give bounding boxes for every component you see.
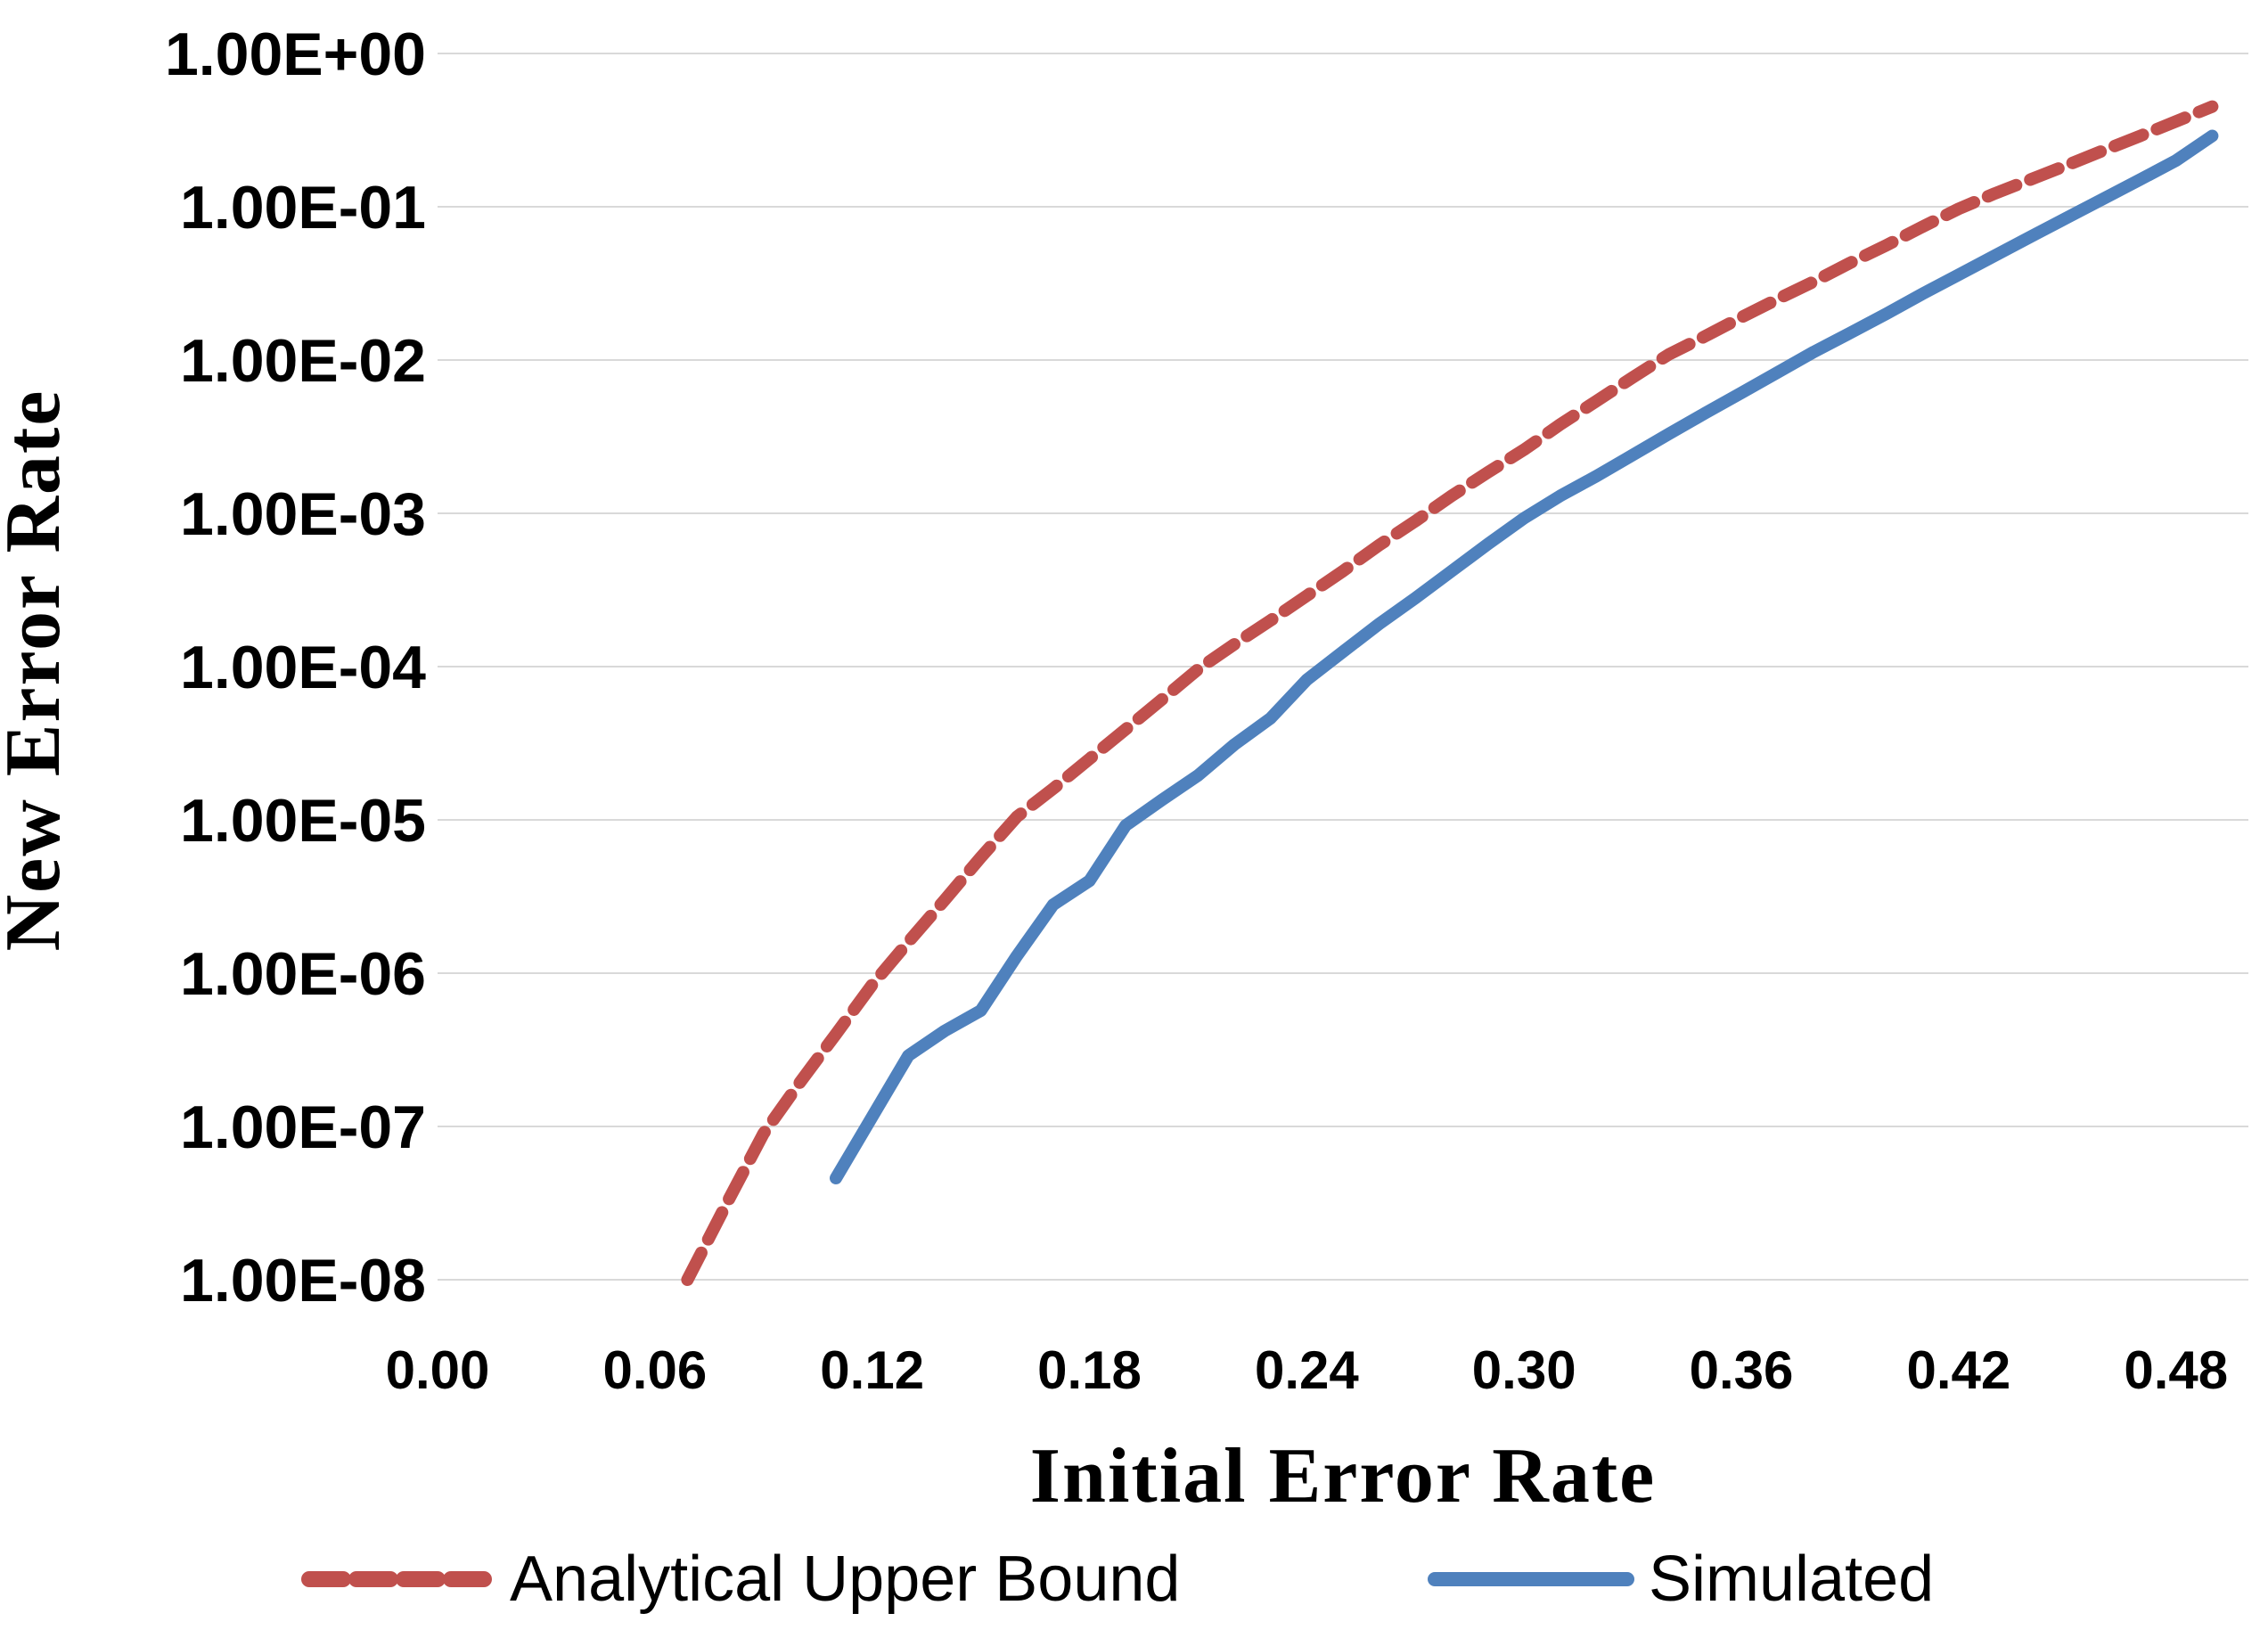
legend: Analytical Upper Bound Simulated: [301, 1544, 1934, 1615]
x-tick-label: 0.24: [1255, 1340, 1359, 1400]
gridlines: [438, 53, 2248, 1281]
x-axis-tick-labels: 0.00 0.06 0.12 0.18 0.24 0.30 0.36 0.42 0.48: [386, 1340, 2229, 1400]
x-axis-title: Initial Error Rate: [1030, 1433, 1656, 1519]
analytical-upper-bound-line: [681, 100, 2219, 1286]
legend-label-simulated: Simulated: [1649, 1544, 1934, 1615]
x-tick-label: 0.42: [1906, 1340, 2010, 1400]
x-tick-label: 0.12: [820, 1340, 924, 1400]
x-tick-label: 0.00: [386, 1340, 490, 1400]
x-tick-label: 0.06: [602, 1340, 707, 1400]
simulated-line: [830, 129, 2219, 1184]
y-tick-label: 1.00E-07: [180, 1093, 426, 1161]
x-tick-label: 0.30: [1472, 1340, 1576, 1400]
y-tick-label: 1.00E-05: [180, 787, 426, 855]
y-tick-label: 1.00E-06: [180, 940, 426, 1008]
y-axis-tick-labels: 1.00E+00 1.00E-01 1.00E-02 1.00E-03 1.00E-04…: [165, 20, 426, 1314]
x-tick-label: 0.18: [1037, 1340, 1142, 1400]
y-tick-label: 1.00E-08: [180, 1247, 426, 1314]
y-axis-title: New Error Rate: [0, 389, 77, 952]
y-tick-label: 1.00E-04: [180, 634, 426, 701]
x-tick-label: 0.48: [2124, 1340, 2228, 1400]
y-tick-label: 1.00E-03: [180, 480, 426, 548]
legend-label-analytical: Analytical Upper Bound: [510, 1544, 1180, 1615]
series-lines: [681, 100, 2219, 1286]
y-tick-label: 1.00E-01: [180, 174, 426, 242]
y-tick-label: 1.00E+00: [165, 20, 426, 88]
y-tick-label: 1.00E-02: [180, 327, 426, 395]
x-tick-label: 0.36: [1690, 1340, 1794, 1400]
